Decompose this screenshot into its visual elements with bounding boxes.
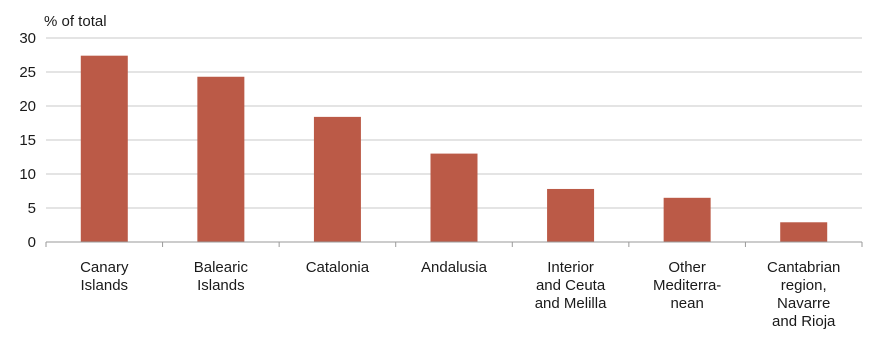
category-label: Balearic Islands	[194, 259, 249, 294]
bars	[80, 55, 828, 243]
y-axis-ticks: 0 5 10 15 20 25 30	[19, 30, 36, 251]
y-tick-label: 25	[19, 64, 36, 81]
y-tick-label: 15	[19, 132, 36, 149]
category-label: Cantabrian region, Navarre and Rioja	[767, 259, 840, 330]
bar	[547, 188, 595, 242]
y-tick-label: 20	[19, 98, 36, 115]
bar	[80, 55, 128, 243]
y-tick-label: 30	[19, 30, 36, 47]
bar	[313, 116, 361, 242]
bar	[780, 222, 828, 242]
category-label: Other Mediterra-nean	[653, 259, 721, 312]
bar	[663, 197, 711, 242]
bar	[430, 153, 478, 242]
x-axis	[45, 241, 863, 247]
category-label: Catalonia	[306, 259, 370, 276]
bar	[197, 76, 245, 242]
gridlines	[46, 37, 862, 209]
y-tick-label: 5	[28, 200, 36, 217]
y-tick-label: 0	[28, 234, 36, 251]
y-axis-unit-label: % of total	[44, 13, 107, 30]
category-label: Interior and Ceuta and Melilla	[535, 259, 607, 312]
category-label: Andalusia	[421, 259, 488, 276]
category-labels: Canary Islands Balearic Islands Catalonia And…	[80, 259, 840, 330]
y-tick-label: 10	[19, 166, 36, 183]
category-label: Canary Islands	[80, 259, 129, 294]
